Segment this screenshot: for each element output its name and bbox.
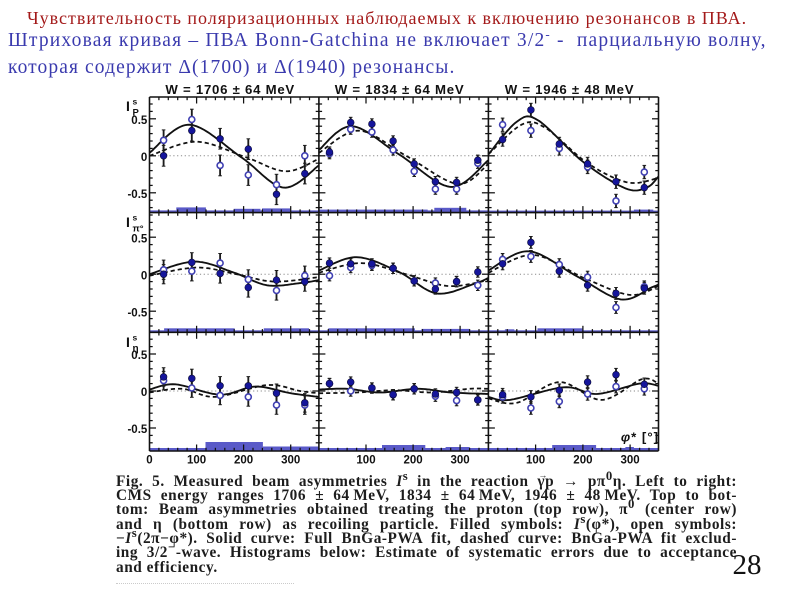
svg-text:s: s (133, 333, 138, 343)
svg-text:s: s (133, 97, 138, 107)
svg-text:0.5: 0.5 (131, 350, 148, 362)
svg-text:0: 0 (146, 455, 152, 467)
svg-text:I: I (126, 98, 130, 114)
svg-text:0.5: 0.5 (131, 233, 148, 245)
svg-text:φ* [°]: φ* [°] (621, 430, 659, 445)
svg-text:300: 300 (451, 455, 470, 467)
svg-text:W = 1834 ± 64 MeV: W = 1834 ± 64 MeV (335, 82, 465, 97)
svg-text:300: 300 (281, 455, 300, 467)
svg-text:-0.5: -0.5 (127, 189, 147, 201)
svg-text:I: I (126, 214, 130, 230)
svg-text:0: 0 (141, 152, 147, 164)
svg-text:100: 100 (187, 455, 206, 467)
svg-text:300: 300 (621, 455, 640, 467)
svg-text:200: 200 (234, 455, 253, 467)
svg-text:I: I (126, 334, 130, 350)
svg-text:W = 1706 ± 64 MeV: W = 1706 ± 64 MeV (165, 82, 295, 97)
svg-text:0: 0 (141, 270, 147, 282)
svg-text:-0.5: -0.5 (127, 307, 147, 319)
svg-text:-0.5: -0.5 (127, 424, 147, 436)
svg-text:η: η (133, 344, 139, 355)
svg-text:200: 200 (404, 455, 423, 467)
svg-text:0.5: 0.5 (131, 115, 148, 127)
svg-text:π°: π° (133, 224, 144, 235)
svg-text:0: 0 (141, 387, 147, 399)
svg-text:100: 100 (526, 455, 545, 467)
svg-text:P: P (133, 108, 140, 119)
svg-text:200: 200 (573, 455, 592, 467)
svg-text:100: 100 (356, 455, 375, 467)
svg-text:W = 1946 ± 48 MeV: W = 1946 ± 48 MeV (505, 82, 635, 97)
svg-text:s: s (133, 213, 138, 223)
